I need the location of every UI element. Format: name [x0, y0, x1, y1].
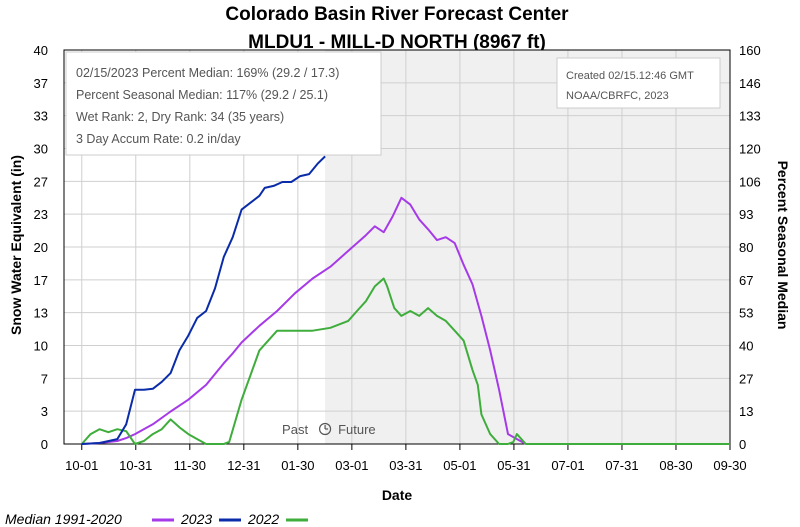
y-tick-label: 0 — [41, 437, 48, 452]
y-axis-title-right: Percent Seasonal Median — [775, 161, 791, 330]
y-tick-label-right: 80 — [739, 240, 753, 255]
info-line: 02/15/2023 Percent Median: 169% (29.2 / … — [76, 66, 339, 80]
y-tick-label-right: 13 — [739, 404, 753, 419]
y-tick-label-right: 160 — [739, 43, 761, 58]
legend-label-2023: 2023 — [180, 511, 212, 527]
credit-box: Created 02/15.12:46 GMT NOAA/CBRFC, 2023 — [556, 57, 721, 109]
clock-icon — [318, 422, 332, 436]
x-tick-label: 07-01 — [551, 458, 584, 473]
chart-subtitle: MLDU1 - MILL-D NORTH (8967 ft) — [248, 32, 546, 53]
x-tick-label: 01-30 — [281, 458, 314, 473]
series-line-median-1991-2020 — [81, 196, 527, 445]
y-tick-label: 10 — [34, 339, 48, 354]
chart-title: Colorado Basin River Forecast Center — [225, 4, 569, 25]
credit-line: Created 02/15.12:46 GMT — [566, 70, 694, 82]
y-tick-label-right: 0 — [739, 437, 746, 452]
y-tick-label-right: 67 — [739, 273, 753, 288]
legend-label-2022: 2022 — [247, 511, 279, 527]
y-tick-label-right: 120 — [739, 142, 761, 157]
y-tick-label: 3 — [41, 404, 48, 419]
info-box-bg — [65, 51, 382, 156]
y-tick-label: 37 — [34, 76, 48, 91]
legend: Median 1991-2020 2023 2022 — [5, 511, 308, 527]
info-line: Percent Seasonal Median: 117% (29.2 / 25… — [76, 88, 328, 102]
y-tick-label-right: 133 — [739, 109, 761, 124]
x-tick-label: 05-01 — [443, 458, 476, 473]
y-tick-label: 40 — [34, 43, 48, 58]
x-axis-title: Date — [382, 487, 413, 503]
past-label: Past — [282, 422, 308, 437]
y-tick-label-right: 53 — [739, 306, 753, 321]
y-tick-label-right: 93 — [739, 207, 753, 222]
y-tick-label-right: 27 — [739, 371, 753, 386]
y-tick-label: 20 — [34, 240, 48, 255]
legend-label-median: Median 1991-2020 — [5, 511, 122, 527]
future-label: Future — [338, 422, 376, 437]
y-tick-label: 7 — [41, 371, 48, 386]
info-line: Wet Rank: 2, Dry Rank: 34 (35 years) — [76, 110, 284, 124]
x-tick-label: 10-01 — [65, 458, 98, 473]
y-tick-label-right: 146 — [739, 76, 761, 91]
y-tick-label: 17 — [34, 273, 48, 288]
series-line-2023 — [81, 155, 326, 445]
x-tick-label: 11-30 — [174, 458, 206, 473]
y-tick-label: 13 — [34, 306, 48, 321]
y-tick-label: 30 — [34, 142, 48, 157]
series-line-2022 — [81, 277, 527, 445]
y-tick-label-right: 40 — [739, 339, 753, 354]
plot-frame — [63, 49, 731, 445]
y-tick-label: 23 — [34, 207, 48, 222]
y-tick-label: 27 — [34, 174, 48, 189]
y-tick-label: 33 — [34, 109, 48, 124]
x-tick-label: 03-01 — [335, 458, 368, 473]
credit-line: NOAA/CBRFC, 2023 — [566, 90, 669, 102]
x-tick-label: 10-31 — [119, 458, 152, 473]
info-line: 3 Day Accum Rate: 0.2 in/day — [76, 132, 241, 146]
x-tick-label: 08-30 — [659, 458, 692, 473]
x-tick-label: 09-30 — [713, 458, 746, 473]
x-tick-label: 12-31 — [227, 458, 260, 473]
x-tick-label: 05-31 — [497, 458, 530, 473]
y-tick-label-right: 106 — [739, 174, 761, 189]
x-tick-label: 07-31 — [605, 458, 638, 473]
info-box: 02/15/2023 Percent Median: 169% (29.2 / … — [65, 51, 382, 156]
y-axis-title: Snow Water Equivalent (in) — [8, 155, 24, 335]
x-tick-label: 03-31 — [389, 458, 422, 473]
credit-box-bg — [556, 57, 721, 109]
